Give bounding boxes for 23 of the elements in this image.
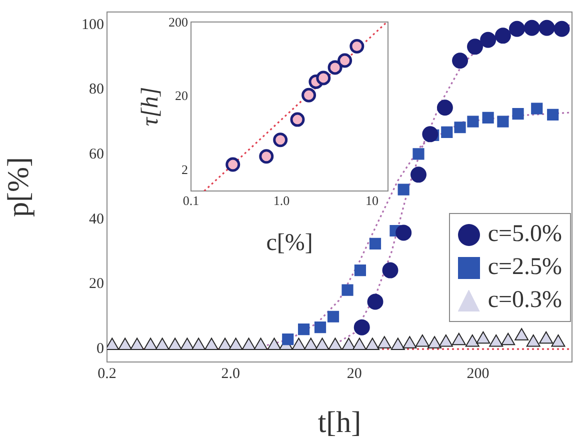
x-tick-label: 20 — [346, 366, 362, 382]
legend-label: c=0.3% — [488, 287, 562, 314]
y-axis-title: p[%] — [2, 157, 35, 217]
y-tick-label: 20 — [175, 88, 188, 104]
y-tick-label: 80 — [89, 82, 104, 98]
y-tick-label: 2 — [182, 162, 188, 177]
y-tick-label: 40 — [89, 211, 104, 228]
x-tick-label: 200 — [466, 366, 490, 382]
x-tick-label: 0.1 — [182, 193, 200, 208]
x-tick-label: 1.0 — [273, 193, 290, 208]
x-axis-title: c[%] — [266, 230, 313, 256]
x-axis-title: t[h] — [318, 406, 362, 439]
y-tick-label: 100 — [82, 16, 104, 33]
y-tick-label: 0 — [96, 340, 104, 357]
legend-label: c=5.0% — [488, 221, 562, 248]
y-axis-title: τ[h] — [138, 86, 164, 126]
y-tick-label: 60 — [89, 146, 104, 163]
x-tick-label: 10 — [366, 193, 379, 208]
x-tick-label: 2.0 — [221, 366, 240, 382]
x-tick-label: 0.2 — [98, 366, 116, 382]
y-tick-label: 200 — [168, 14, 188, 30]
y-tick-label: 20 — [89, 276, 104, 292]
legend-label: c=2.5% — [488, 254, 562, 281]
